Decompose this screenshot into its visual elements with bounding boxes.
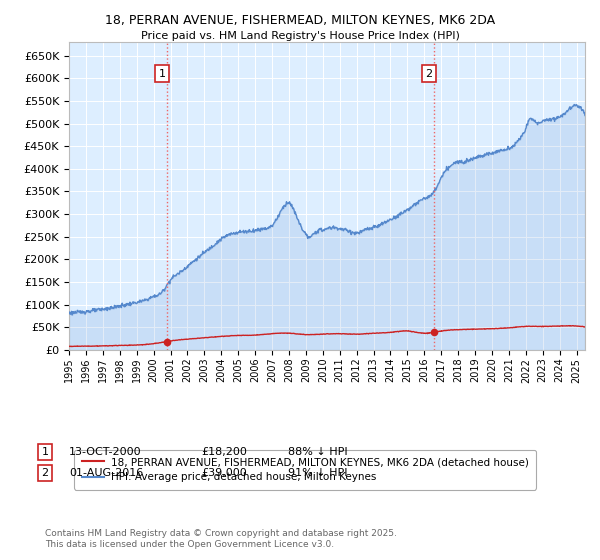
Legend: 18, PERRAN AVENUE, FISHERMEAD, MILTON KEYNES, MK6 2DA (detached house), HPI: Ave: 18, PERRAN AVENUE, FISHERMEAD, MILTON KE… xyxy=(74,450,536,489)
Text: 1: 1 xyxy=(158,69,166,79)
Text: 18, PERRAN AVENUE, FISHERMEAD, MILTON KEYNES, MK6 2DA: 18, PERRAN AVENUE, FISHERMEAD, MILTON KE… xyxy=(105,14,495,27)
Text: 2: 2 xyxy=(425,69,433,79)
Text: 91% ↓ HPI: 91% ↓ HPI xyxy=(288,468,347,478)
Text: 13-OCT-2000: 13-OCT-2000 xyxy=(69,447,142,457)
Point xyxy=(429,328,439,337)
Text: 88% ↓ HPI: 88% ↓ HPI xyxy=(288,447,347,457)
Text: 2: 2 xyxy=(41,468,49,478)
Text: 1: 1 xyxy=(41,447,49,457)
Text: Price paid vs. HM Land Registry's House Price Index (HPI): Price paid vs. HM Land Registry's House … xyxy=(140,31,460,41)
Text: 01-AUG-2016: 01-AUG-2016 xyxy=(69,468,143,478)
Text: Contains HM Land Registry data © Crown copyright and database right 2025.
This d: Contains HM Land Registry data © Crown c… xyxy=(45,529,397,549)
Text: £18,200: £18,200 xyxy=(201,447,247,457)
Text: £39,000: £39,000 xyxy=(201,468,247,478)
Point xyxy=(162,337,172,346)
